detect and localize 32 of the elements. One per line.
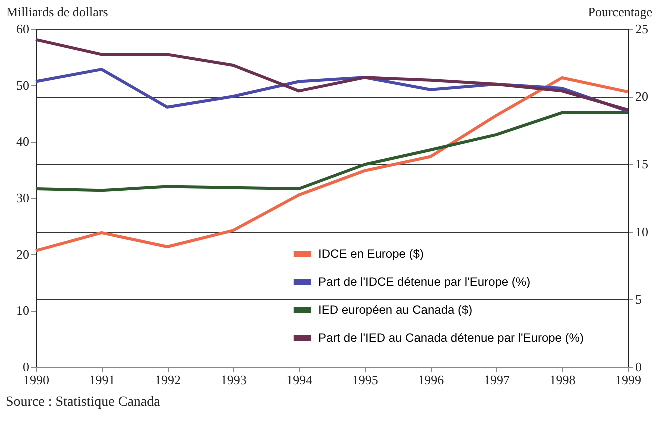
y-tick-label: 40 — [16, 134, 30, 150]
y2-tick-label: 15 — [636, 156, 648, 172]
y-tick-label: 30 — [16, 190, 30, 206]
legend-label: IDCE en Europe ($) — [318, 246, 424, 261]
y-tick-label: 10 — [16, 303, 30, 318]
x-tick-label: 1990 — [24, 372, 50, 388]
x-tick-label: 1999 — [616, 372, 642, 388]
x-tick-label: 1998 — [550, 372, 576, 388]
x-tick-label: 1997 — [484, 372, 510, 388]
y2-tick-label: 20 — [636, 89, 648, 104]
y-axis-title: Milliards de dollars — [6, 4, 108, 20]
y2-tick-label: 5 — [636, 292, 642, 307]
x-tick-label: 1991 — [89, 372, 116, 388]
legend-label: Part de l'IDCE détenue par l'Europe (%) — [318, 274, 531, 289]
y-tick-label: 0 — [23, 360, 30, 374]
y-tick-label: 50 — [16, 78, 30, 93]
y2-axis-title: Pourcentage — [588, 4, 653, 20]
line-series — [34, 38, 630, 112]
legend-label: IED européen au Canada ($) — [318, 302, 473, 317]
source-note: Source : Statistique Canada — [6, 395, 162, 410]
line-series — [34, 111, 630, 192]
y-tick-label: 60 — [16, 22, 30, 36]
x-tick-label: 1993 — [220, 372, 247, 388]
x-tick-label: 1996 — [418, 372, 445, 388]
x-tick-label: 1994 — [286, 372, 314, 388]
legend-label: Part de l'IED au Canada détenue par l'Europe (%) — [318, 330, 584, 345]
y2-tick-label: 10 — [636, 224, 648, 240]
y-tick-label: 20 — [16, 246, 30, 262]
y2-tick-label: 0 — [636, 360, 642, 374]
x-tick-label: 1995 — [352, 372, 378, 388]
y2-tick-label: 25 — [636, 22, 648, 36]
x-tick-label: 1992 — [155, 372, 182, 388]
